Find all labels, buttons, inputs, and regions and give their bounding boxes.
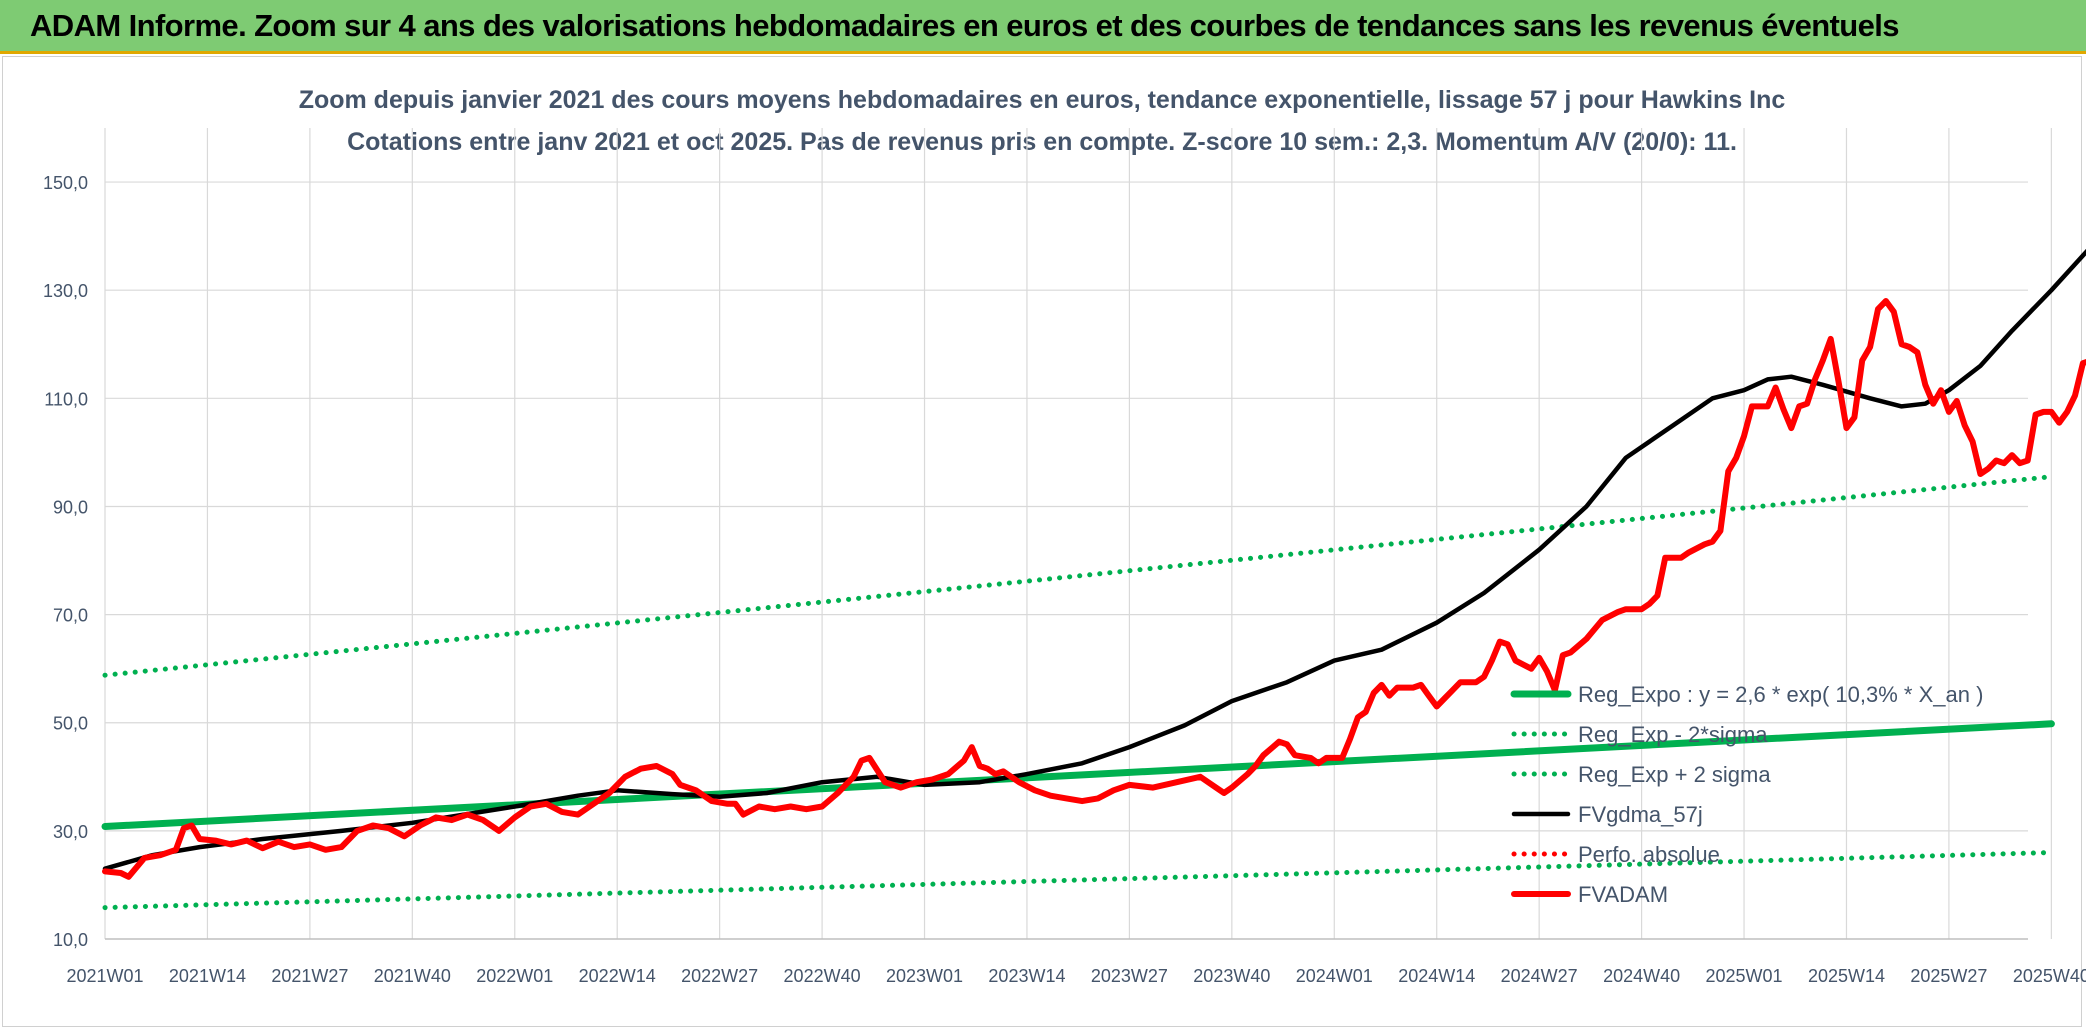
chart-title: Zoom depuis janvier 2021 des cours moyen… xyxy=(299,86,1786,114)
series-group xyxy=(101,248,2086,911)
x-tick-label: 2021W01 xyxy=(66,966,143,986)
x-tick-label: 2023W01 xyxy=(886,966,963,986)
series-line-fvadam xyxy=(102,298,2086,880)
y-tick-label: 10,0 xyxy=(53,930,88,950)
banner-title: ADAM Informe. Zoom sur 4 ans des valoris… xyxy=(30,8,1900,43)
legend-entry: Reg_Exp + 2 sigma xyxy=(1578,762,1771,787)
y-axis: 10,0 30,0 50,0 70,0 90,0 110,0 130,0 150,0 xyxy=(43,173,88,950)
legend: Reg_Expo : y = 2,6 * exp( 10,3% * X_an )… xyxy=(1510,682,1983,907)
y-tick-label: 50,0 xyxy=(53,714,88,734)
x-tick-label: 2024W27 xyxy=(1501,966,1578,986)
legend-entry: FVADAM xyxy=(1578,882,1668,907)
series-line-reg-expo-y-2-6-exp-10-3-x-an xyxy=(101,720,2055,830)
x-tick-label: 2024W01 xyxy=(1296,966,1373,986)
x-tick-label: 2025W27 xyxy=(1910,966,1987,986)
y-tick-label: 90,0 xyxy=(53,497,88,517)
y-tick-label: 110,0 xyxy=(44,389,88,409)
legend-entry: FVgdma_57j xyxy=(1578,802,1703,827)
y-tick-label: 130,0 xyxy=(43,281,88,301)
x-tick-label: 2025W40 xyxy=(2013,966,2086,986)
series-line-reg-exp-2-sigma xyxy=(102,850,2054,911)
chart-frame xyxy=(2,56,2082,1027)
x-tick-label: 2021W14 xyxy=(169,966,246,986)
grid xyxy=(104,128,2052,940)
x-tick-label: 2022W27 xyxy=(681,966,758,986)
legend-entry: Reg_Exp - 2*sigma xyxy=(1578,722,1768,747)
report-banner: ADAM Informe. Zoom sur 4 ans des valoris… xyxy=(0,0,2086,54)
chart-subtitle: Cotations entre janv 2021 et oct 2025. P… xyxy=(347,128,1737,156)
x-tick-label: 2022W40 xyxy=(784,966,861,986)
x-tick-label: 2023W27 xyxy=(1091,966,1168,986)
y-tick-label: 150,0 xyxy=(43,173,88,193)
x-tick-label: 2025W14 xyxy=(1808,966,1885,986)
x-tick-label: 2021W27 xyxy=(271,966,348,986)
x-tick-label: 2023W14 xyxy=(988,966,1065,986)
x-tick-label: 2022W14 xyxy=(579,966,656,986)
series-line-fvgdma-57j xyxy=(102,248,2086,871)
x-axis: 2021W01 2021W14 2021W27 2021W40 2022W01 2022W… xyxy=(66,966,2086,986)
x-tick-label: 2024W40 xyxy=(1603,966,1680,986)
x-tick-label: 2022W01 xyxy=(476,966,553,986)
y-tick-label: 30,0 xyxy=(53,822,88,842)
legend-entry: Perfo. absolue xyxy=(1578,842,1720,867)
x-tick-label: 2025W01 xyxy=(1706,966,1783,986)
legend-entry: Reg_Expo : y = 2,6 * exp( 10,3% * X_an ) xyxy=(1578,682,1983,707)
x-tick-label: 2023W40 xyxy=(1193,966,1270,986)
x-tick-label: 2021W40 xyxy=(374,966,451,986)
y-tick-label: 70,0 xyxy=(53,606,88,626)
x-tick-label: 2024W14 xyxy=(1398,966,1475,986)
series-line-reg-exp-2-sigma xyxy=(102,474,2054,678)
